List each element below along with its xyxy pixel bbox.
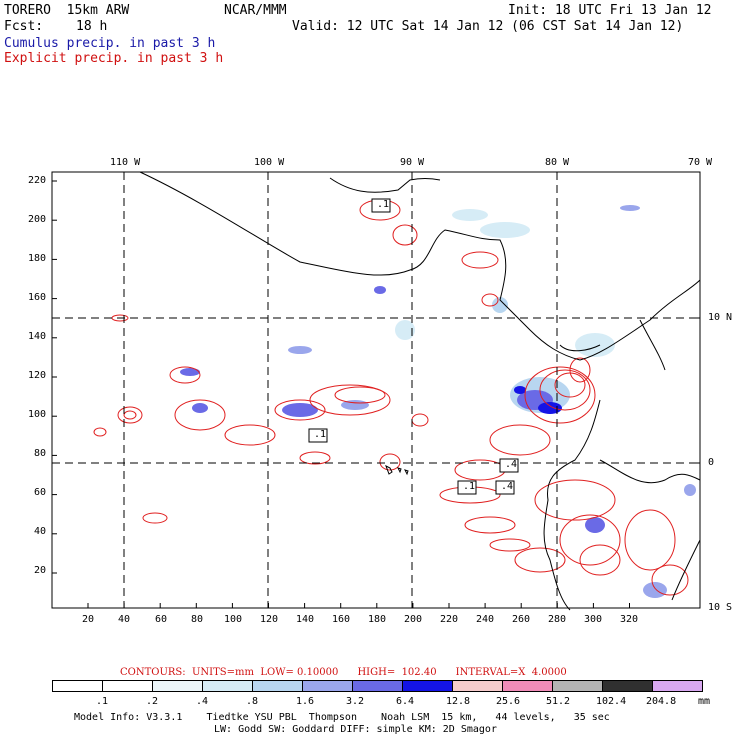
y-tick-label: 220 (28, 175, 47, 186)
colorbar-unit: mm (698, 696, 711, 707)
colorbar-label: 1.6 (296, 696, 315, 707)
colorbar-swatch (352, 680, 403, 692)
x-tick-label: 300 (584, 614, 603, 625)
lon-label: 80 W (545, 157, 570, 168)
y-tick-label: 200 (28, 214, 47, 225)
colorbar-label: 102.4 (596, 696, 627, 707)
colorbar-swatch (202, 680, 253, 692)
y-tick-label: 100 (28, 409, 47, 420)
x-tick-label: 240 (476, 614, 495, 625)
forecast-hours: 18 h (76, 19, 108, 34)
init-time: Init: 18 UTC Fri 13 Jan 12 (508, 3, 712, 18)
colorbar-label: 25.6 (496, 696, 521, 707)
y-tick-label: 80 (34, 448, 47, 459)
x-tick-label: 320 (620, 614, 639, 625)
colorbar-swatch (552, 680, 603, 692)
lon-label: 70 W (688, 157, 713, 168)
colorbar-swatch (252, 680, 303, 692)
x-tick-label: 120 (260, 614, 279, 625)
colorbar-swatch (602, 680, 653, 692)
lon-label: 100 W (254, 157, 285, 168)
cumulus-legend: Cumulus precip. in past 3 h (4, 36, 216, 51)
colorbar-label: 12.8 (446, 696, 471, 707)
x-tick-label: 180 (368, 614, 387, 625)
lat-label: 0 (708, 457, 715, 468)
org-label: NCAR/MMM (224, 3, 287, 18)
y-tick-label: 160 (28, 292, 47, 303)
x-tick-label: 20 (82, 614, 95, 625)
contour-label: .4 (505, 459, 518, 470)
x-tick-label: 140 (296, 614, 315, 625)
model-physics: LW: Godd SW: Goddard DIFF: simple KM: 2D… (214, 724, 497, 735)
colorbar-swatch (652, 680, 703, 692)
axis-ticks (52, 172, 701, 609)
lon-label: 110 W (110, 157, 141, 168)
contour-label: .4 (501, 481, 514, 492)
x-tick-label: 80 (191, 614, 204, 625)
colorbar-swatch (152, 680, 203, 692)
lat-lon-grid (52, 172, 700, 608)
colorbar-label: .4 (196, 696, 209, 707)
colorbar-swatch (502, 680, 553, 692)
x-tick-label: 280 (548, 614, 567, 625)
forecast-label: Fcst: (4, 19, 44, 34)
x-tick-label: 60 (155, 614, 168, 625)
cumulus-precip-areas (180, 205, 696, 598)
colorbar-label: .8 (246, 696, 259, 707)
contour-label-boxes (308, 198, 519, 495)
lat-label: 10 S (708, 602, 733, 613)
colorbar-swatch (102, 680, 153, 692)
plot-frame (51, 171, 701, 609)
valid-time: Valid: 12 UTC Sat 14 Jan 12 (06 CST Sat … (292, 19, 684, 34)
x-tick-label: 100 (224, 614, 243, 625)
y-tick-label: 60 (34, 487, 47, 498)
x-tick-label: 220 (440, 614, 459, 625)
y-tick-label: 120 (28, 370, 47, 381)
coastlines (139, 171, 701, 611)
colorbar-label: 3.2 (346, 696, 365, 707)
colorbar-label: .1 (96, 696, 109, 707)
x-tick-label: 200 (404, 614, 423, 625)
contour-label: .1 (463, 481, 476, 492)
explicit-legend: Explicit precip. in past 3 h (4, 51, 224, 66)
lon-label: 90 W (400, 157, 425, 168)
colorbar-label: 6.4 (396, 696, 415, 707)
colorbar-label: 204.8 (646, 696, 677, 707)
colorbar-swatch (302, 680, 353, 692)
y-tick-label: 40 (34, 526, 47, 537)
x-tick-label: 260 (512, 614, 531, 625)
lat-label: 10 N (708, 312, 733, 323)
contour-label: .1 (377, 199, 390, 210)
model-info: Model Info: V3.3.1 Tiedtke YSU PBL Thomp… (74, 712, 610, 723)
colorbar-label: .2 (146, 696, 159, 707)
y-tick-label: 140 (28, 331, 47, 342)
contour-info: CONTOURS: UNITS=mm LOW= 0.10000 HIGH= 10… (120, 667, 567, 678)
contour-label: .1 (314, 429, 327, 440)
colorbar-swatch (452, 680, 503, 692)
model-title: TORERO 15km ARW (4, 3, 130, 18)
colorbar-swatch (402, 680, 453, 692)
explicit-precip-contours (93, 199, 689, 596)
colorbar-label: 51.2 (546, 696, 571, 707)
x-tick-label: 160 (332, 614, 351, 625)
y-tick-label: 20 (34, 565, 47, 576)
y-tick-label: 180 (28, 253, 47, 264)
colorbar-swatch (52, 680, 103, 692)
x-tick-label: 40 (118, 614, 131, 625)
